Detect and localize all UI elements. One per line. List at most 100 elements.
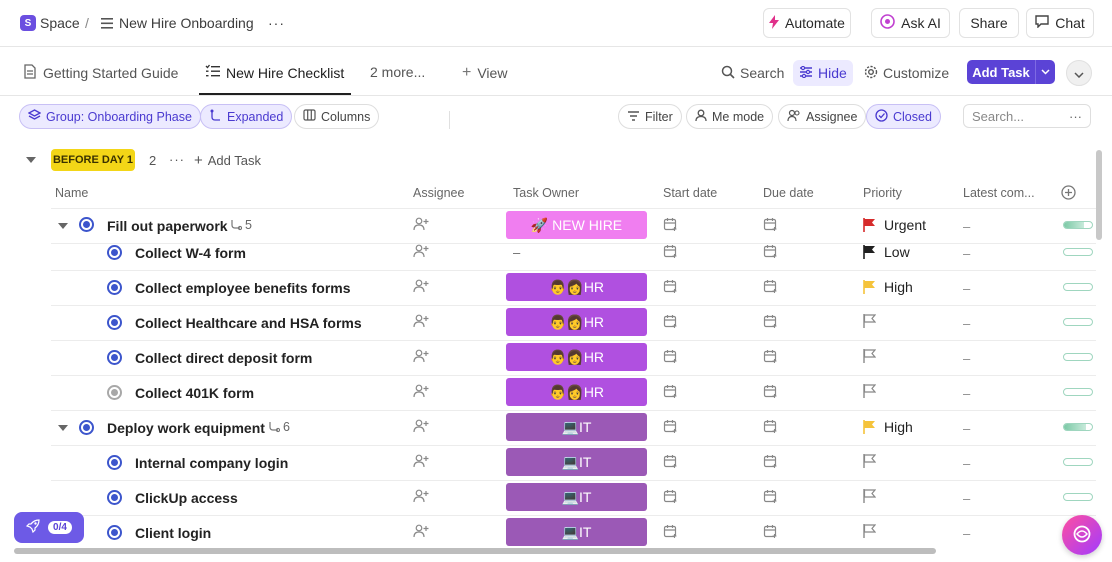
priority-cell[interactable]: Urgent [863, 217, 926, 233]
priority-cell[interactable] [863, 384, 876, 398]
subtask-count[interactable]: 5 [230, 218, 252, 232]
subtask-count[interactable]: 6 [268, 420, 290, 434]
status-icon[interactable] [107, 385, 122, 400]
column-header-start-date[interactable]: Start date [663, 186, 718, 200]
due-date-icon[interactable] [763, 349, 779, 365]
task-name[interactable]: Collect Healthcare and HSA forms [135, 315, 362, 331]
task-name[interactable]: Client login [135, 525, 212, 541]
column-header-due-date[interactable]: Due date [763, 186, 814, 200]
tab-getting-started-guide[interactable]: Getting Started Guide [23, 64, 178, 82]
start-date-icon[interactable] [663, 384, 679, 400]
collapse-toolbar-button[interactable] [1066, 60, 1092, 86]
columns-chip[interactable]: Columns [294, 104, 380, 129]
tab-new-hire-checklist[interactable]: New Hire Checklist [205, 64, 344, 81]
task-name[interactable]: Collect 401K form [135, 385, 255, 401]
filter-chip[interactable]: Filter [618, 104, 682, 129]
search-button[interactable]: Search [715, 60, 790, 86]
status-icon[interactable] [107, 280, 122, 295]
table-row[interactable]: Fill out paperwork 5 🚀 NEW HIRE Urgent – [0, 208, 1096, 243]
priority-cell[interactable]: High [863, 419, 913, 435]
status-icon[interactable] [107, 350, 122, 365]
hide-button[interactable]: Hide [793, 60, 853, 86]
start-date-icon[interactable] [663, 217, 679, 233]
priority-cell[interactable] [863, 349, 876, 363]
task-name[interactable]: Collect employee benefits forms [135, 280, 351, 296]
status-icon[interactable] [107, 455, 122, 470]
status-icon[interactable] [79, 217, 94, 232]
start-date-icon[interactable] [663, 244, 679, 260]
status-icon[interactable] [107, 490, 122, 505]
start-date-icon[interactable] [663, 489, 679, 505]
assignee-add-icon[interactable] [413, 349, 429, 365]
assignee-add-icon[interactable] [413, 244, 429, 260]
due-date-icon[interactable] [763, 384, 779, 400]
add-column-icon[interactable] [1061, 185, 1076, 203]
table-row[interactable]: Collect direct deposit form 👨👩HR – [0, 340, 1096, 375]
column-header-task-owner[interactable]: Task Owner [513, 186, 579, 200]
priority-cell[interactable] [863, 454, 876, 468]
assignee-add-icon[interactable] [413, 314, 429, 330]
start-date-icon[interactable] [663, 419, 679, 435]
task-name[interactable]: Internal company login [135, 455, 289, 471]
me-mode-chip[interactable]: Me mode [686, 104, 774, 129]
expanded-chip[interactable]: Expanded [200, 104, 293, 129]
due-date-icon[interactable] [763, 489, 779, 505]
breadcrumb-more-button[interactable]: ··· [268, 15, 285, 31]
task-name[interactable]: Fill out paperwork [107, 218, 228, 234]
assignee-add-icon[interactable] [413, 524, 429, 540]
task-name[interactable]: ClickUp access [135, 490, 238, 506]
task-owner-badge[interactable]: 💻IT [506, 518, 647, 546]
column-header-name[interactable]: Name [55, 186, 89, 200]
breadcrumb-space[interactable]: Space [40, 15, 80, 31]
task-owner-badge[interactable]: 👨👩HR [506, 273, 647, 301]
task-owner-badge[interactable]: 🚀 NEW HIRE [506, 211, 647, 239]
priority-cell[interactable]: Low [863, 244, 910, 260]
closed-chip[interactable]: Closed [866, 104, 941, 129]
due-date-icon[interactable] [763, 217, 779, 233]
table-row[interactable]: Client login 💻IT – [0, 515, 1096, 546]
task-name[interactable]: Collect direct deposit form [135, 350, 313, 366]
due-date-icon[interactable] [763, 454, 779, 470]
automate-button[interactable]: Automate [763, 8, 851, 38]
table-row[interactable]: ClickUp access 💻IT – [0, 480, 1096, 515]
assignee-add-icon[interactable] [413, 489, 429, 505]
task-name[interactable]: Collect W-4 form [135, 245, 246, 261]
assignee-add-icon[interactable] [413, 454, 429, 470]
due-date-icon[interactable] [763, 279, 779, 295]
expand-caret-icon[interactable] [58, 223, 68, 229]
priority-cell[interactable] [863, 524, 876, 538]
priority-cell[interactable]: High [863, 279, 913, 295]
start-date-icon[interactable] [663, 524, 679, 540]
due-date-icon[interactable] [763, 524, 779, 540]
onboarding-checklist-button[interactable]: 0/4 [14, 512, 84, 543]
group-more-button[interactable]: ··· [169, 152, 185, 167]
assignee-chip[interactable]: Assignee [778, 104, 867, 129]
chevron-down-icon[interactable] [1035, 60, 1055, 84]
group-by-chip[interactable]: Group: Onboarding Phase [19, 104, 201, 129]
due-date-icon[interactable] [763, 314, 779, 330]
search-options-button[interactable]: ··· [1069, 108, 1082, 124]
due-date-icon[interactable] [763, 419, 779, 435]
add-task-button[interactable]: Add Task [967, 60, 1055, 84]
customize-button[interactable]: Customize [858, 60, 955, 86]
group-collapse-caret-icon[interactable] [26, 157, 36, 163]
table-row[interactable]: Collect Healthcare and HSA forms 👨👩HR – [0, 305, 1096, 340]
task-search-input[interactable]: Search... ··· [963, 104, 1091, 128]
group-add-task-button[interactable]: + Add Task [194, 153, 261, 168]
expand-caret-icon[interactable] [58, 425, 68, 431]
start-date-icon[interactable] [663, 279, 679, 295]
task-owner-badge[interactable]: 💻IT [506, 483, 647, 511]
assignee-add-icon[interactable] [413, 279, 429, 295]
priority-cell[interactable] [863, 314, 876, 328]
tab-more[interactable]: 2 more... [370, 64, 426, 80]
status-icon[interactable] [107, 245, 122, 260]
task-owner-badge[interactable]: 💻IT [506, 413, 647, 441]
due-date-icon[interactable] [763, 244, 779, 260]
status-icon[interactable] [107, 315, 122, 330]
vertical-scrollbar[interactable] [1096, 150, 1102, 240]
table-row[interactable]: Deploy work equipment 6 💻IT High – [0, 410, 1096, 445]
status-icon[interactable] [79, 420, 94, 435]
task-owner-empty[interactable]: – [513, 245, 521, 260]
ask-ai-button[interactable]: Ask AI [871, 8, 950, 38]
table-row[interactable]: Internal company login 💻IT – [0, 445, 1096, 480]
